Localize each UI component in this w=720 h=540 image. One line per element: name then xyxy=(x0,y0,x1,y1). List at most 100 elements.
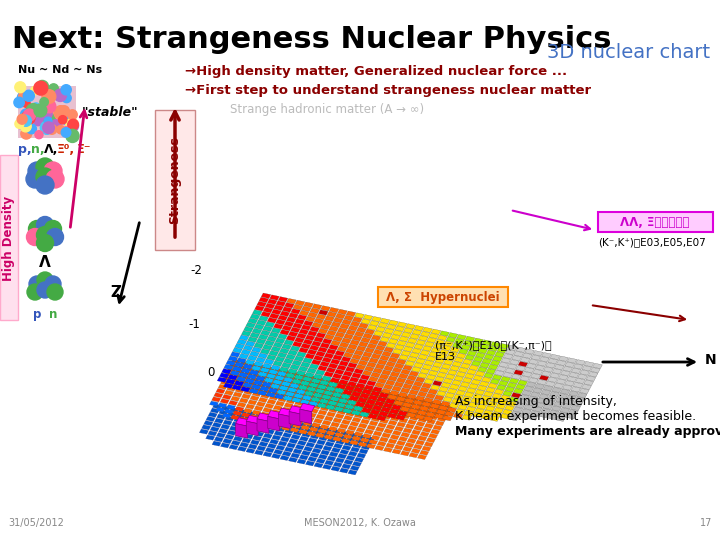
Polygon shape xyxy=(372,405,382,410)
Polygon shape xyxy=(311,378,320,383)
Polygon shape xyxy=(240,368,251,374)
Circle shape xyxy=(47,125,57,134)
Polygon shape xyxy=(279,411,289,416)
Polygon shape xyxy=(501,358,510,363)
Polygon shape xyxy=(276,427,285,432)
Polygon shape xyxy=(469,402,478,408)
Polygon shape xyxy=(328,363,338,369)
Polygon shape xyxy=(359,423,367,428)
Polygon shape xyxy=(257,427,266,433)
Circle shape xyxy=(66,118,78,131)
Polygon shape xyxy=(218,403,227,408)
Polygon shape xyxy=(229,444,238,450)
Polygon shape xyxy=(298,366,308,372)
Polygon shape xyxy=(518,380,528,386)
Polygon shape xyxy=(274,368,283,373)
Polygon shape xyxy=(240,387,250,392)
Polygon shape xyxy=(413,400,423,405)
Polygon shape xyxy=(467,350,477,356)
Polygon shape xyxy=(275,420,284,425)
Polygon shape xyxy=(544,367,553,372)
Polygon shape xyxy=(288,332,298,337)
Polygon shape xyxy=(541,408,550,414)
Polygon shape xyxy=(210,427,219,432)
Polygon shape xyxy=(575,378,585,383)
Polygon shape xyxy=(229,426,238,431)
Polygon shape xyxy=(475,371,485,376)
Polygon shape xyxy=(449,384,459,390)
Polygon shape xyxy=(574,364,583,369)
Polygon shape xyxy=(310,327,320,332)
Polygon shape xyxy=(290,364,300,370)
Polygon shape xyxy=(314,337,323,342)
Polygon shape xyxy=(256,383,266,388)
Polygon shape xyxy=(318,384,327,390)
Polygon shape xyxy=(323,383,332,388)
Polygon shape xyxy=(422,446,431,451)
Polygon shape xyxy=(377,397,387,402)
Polygon shape xyxy=(327,330,336,336)
Polygon shape xyxy=(284,384,293,389)
Polygon shape xyxy=(277,371,287,376)
Polygon shape xyxy=(373,431,382,436)
Polygon shape xyxy=(393,393,402,399)
Polygon shape xyxy=(354,394,364,400)
Polygon shape xyxy=(401,350,410,356)
Text: 17: 17 xyxy=(700,518,712,528)
Polygon shape xyxy=(426,437,436,443)
Polygon shape xyxy=(240,423,249,429)
Polygon shape xyxy=(309,382,318,388)
Polygon shape xyxy=(447,388,457,394)
Polygon shape xyxy=(292,379,302,384)
Polygon shape xyxy=(446,374,455,380)
Text: Z: Z xyxy=(110,285,121,300)
Polygon shape xyxy=(224,409,233,414)
Polygon shape xyxy=(434,414,444,419)
Polygon shape xyxy=(348,470,357,475)
Polygon shape xyxy=(235,369,245,374)
Polygon shape xyxy=(399,418,408,423)
Polygon shape xyxy=(465,355,474,360)
Polygon shape xyxy=(408,420,416,425)
Polygon shape xyxy=(349,377,359,382)
Polygon shape xyxy=(251,421,260,427)
Polygon shape xyxy=(371,391,380,396)
Polygon shape xyxy=(554,383,564,388)
Polygon shape xyxy=(315,444,323,449)
Polygon shape xyxy=(254,324,264,329)
Polygon shape xyxy=(304,447,312,451)
Polygon shape xyxy=(366,381,376,386)
Polygon shape xyxy=(524,367,534,373)
Polygon shape xyxy=(397,422,406,427)
Polygon shape xyxy=(420,450,429,455)
Polygon shape xyxy=(378,341,387,347)
Polygon shape xyxy=(446,355,455,361)
Polygon shape xyxy=(264,433,272,438)
Polygon shape xyxy=(445,411,454,417)
Polygon shape xyxy=(346,311,356,316)
Polygon shape xyxy=(475,390,485,395)
Polygon shape xyxy=(263,389,272,394)
Polygon shape xyxy=(234,417,243,423)
Polygon shape xyxy=(420,387,429,393)
Text: Λ,: Λ, xyxy=(44,143,58,156)
Polygon shape xyxy=(239,354,248,359)
Polygon shape xyxy=(520,376,530,381)
Polygon shape xyxy=(296,389,305,394)
Polygon shape xyxy=(223,383,233,388)
Polygon shape xyxy=(305,354,315,359)
Circle shape xyxy=(34,104,47,117)
Polygon shape xyxy=(247,374,257,380)
Polygon shape xyxy=(390,435,399,440)
Polygon shape xyxy=(256,320,266,326)
Polygon shape xyxy=(387,406,395,411)
Polygon shape xyxy=(222,369,231,374)
Polygon shape xyxy=(258,397,268,402)
Polygon shape xyxy=(222,394,231,400)
Polygon shape xyxy=(242,438,251,443)
Polygon shape xyxy=(246,367,256,372)
Polygon shape xyxy=(300,409,312,424)
Polygon shape xyxy=(449,403,459,408)
Circle shape xyxy=(36,176,54,194)
Polygon shape xyxy=(541,390,551,395)
